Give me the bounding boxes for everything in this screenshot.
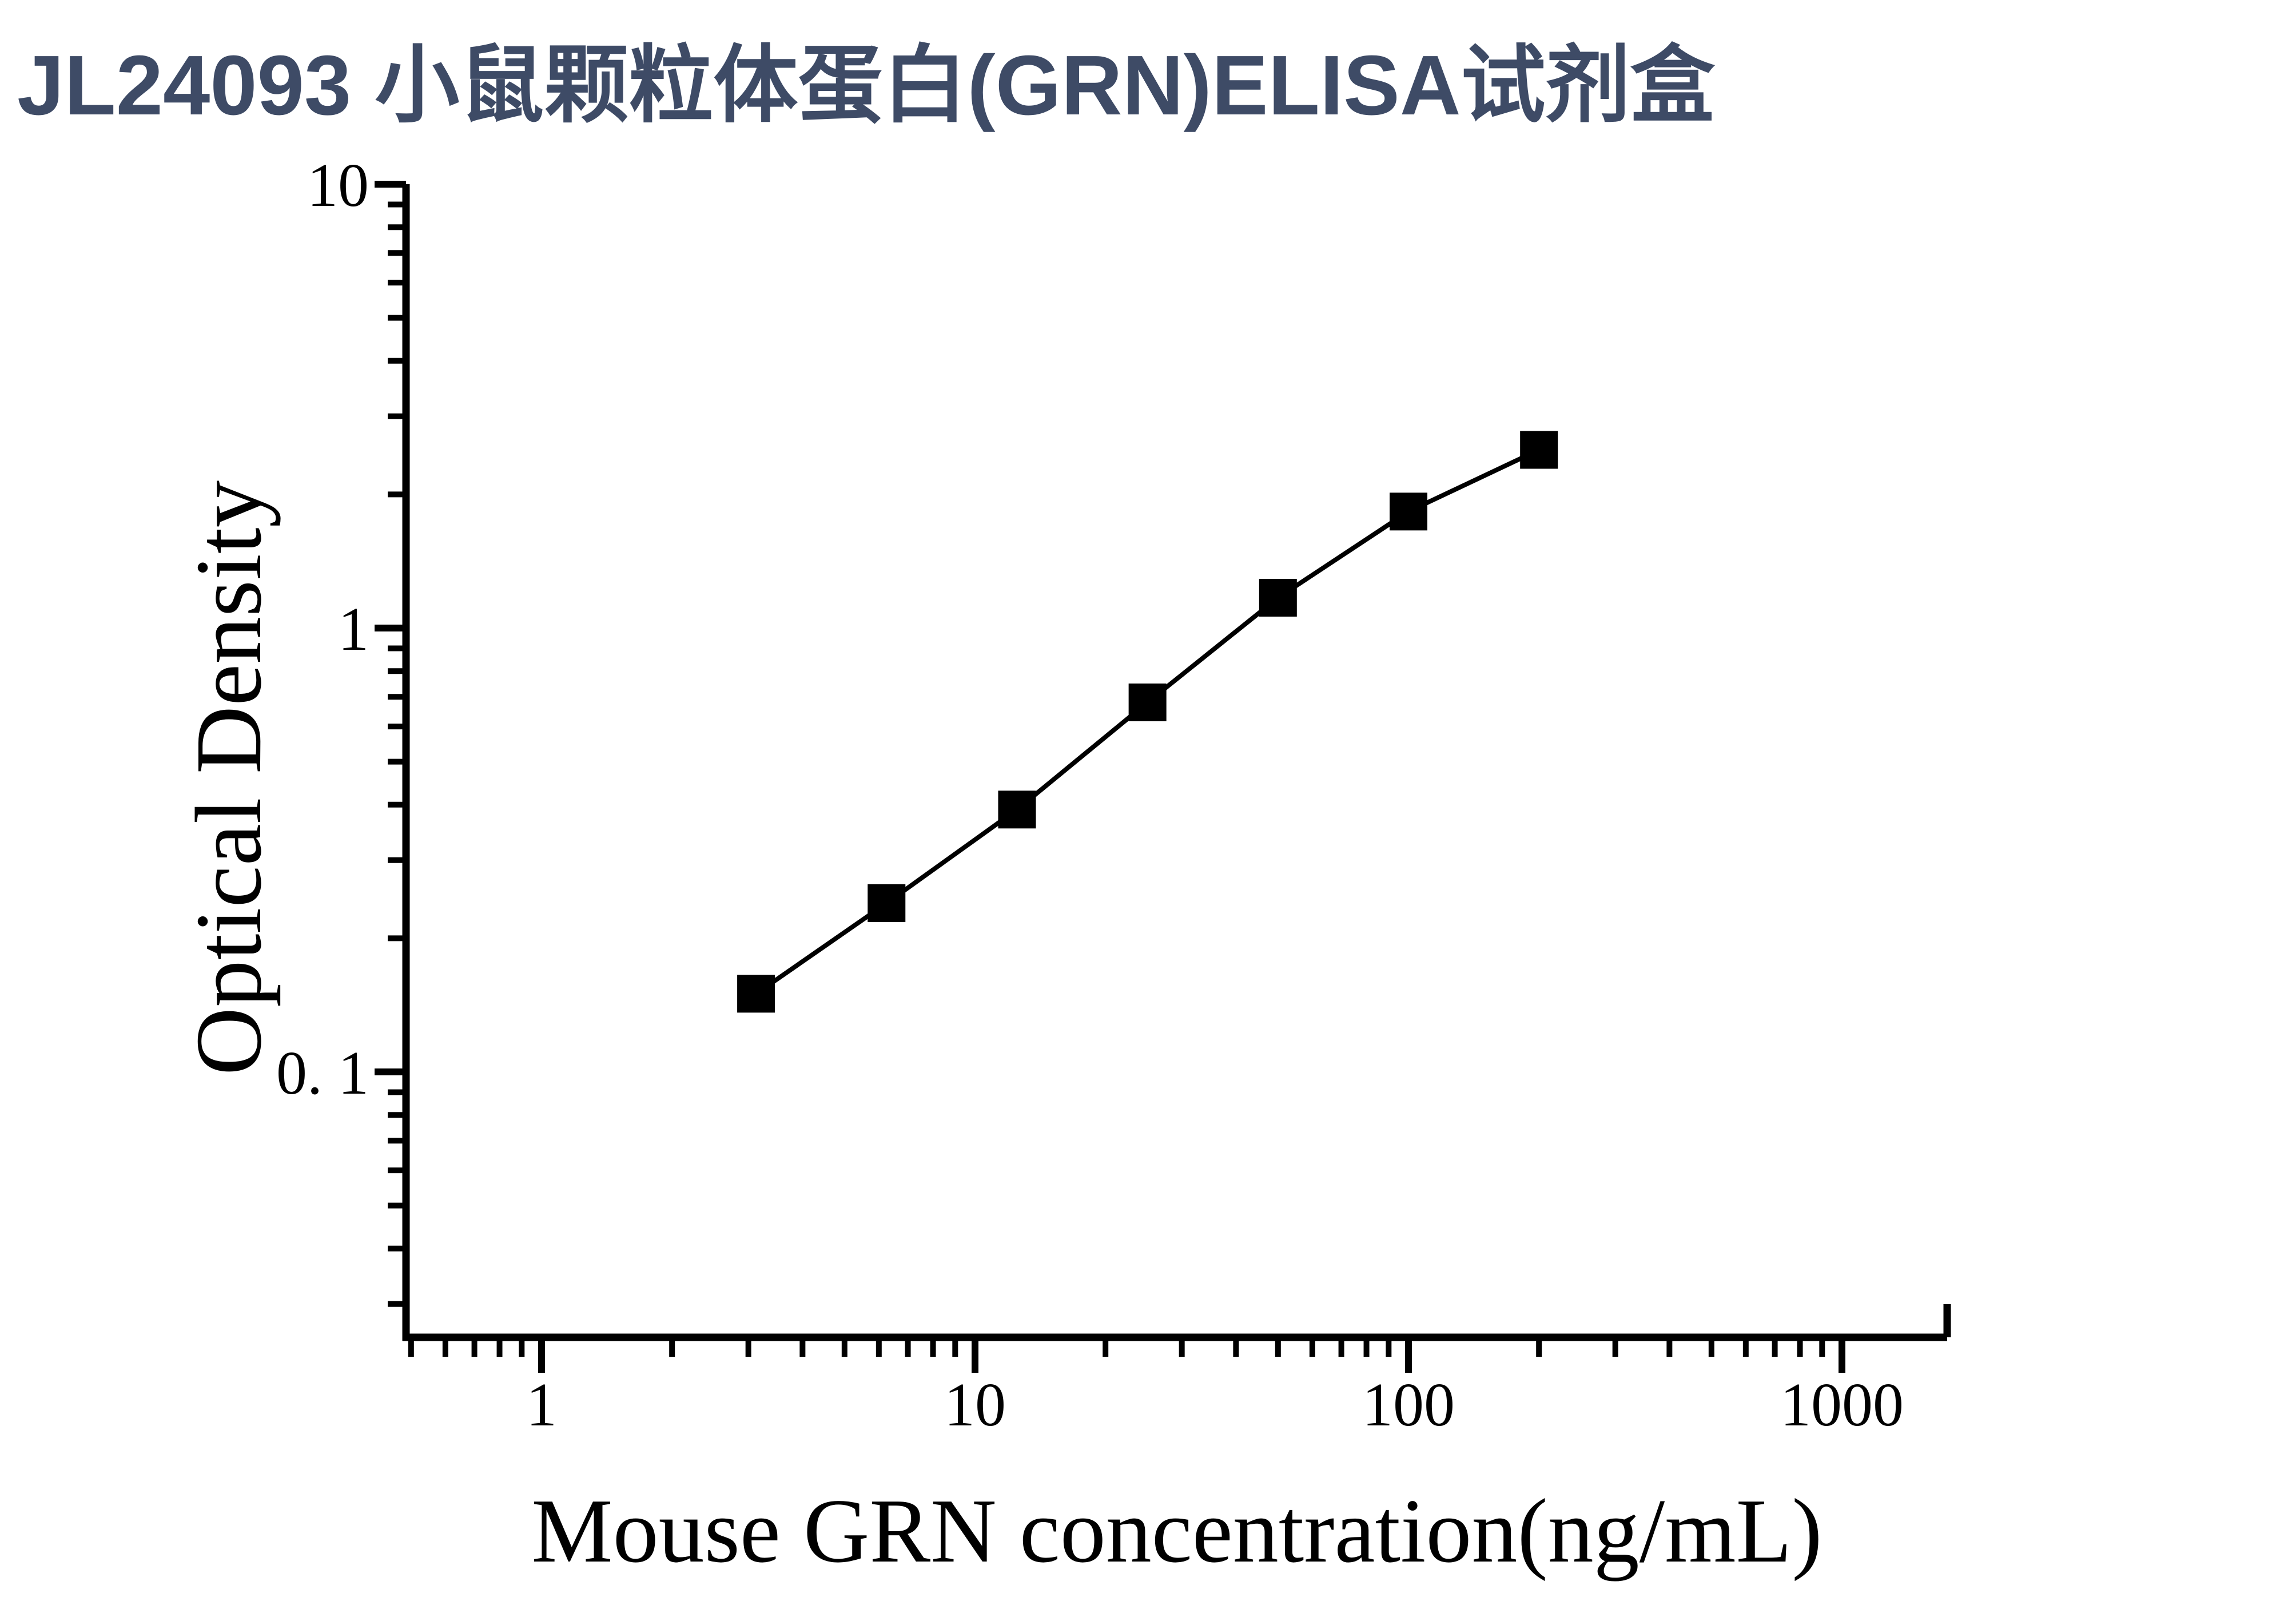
- data-point-marker: [868, 884, 906, 922]
- x-tick-label: 1000: [1780, 1371, 1904, 1439]
- x-axis-title: Mouse GRN concentration(ng/mL): [531, 1480, 1822, 1582]
- tick-labels: 1 10 100 1000 10 1 0. 1: [276, 152, 1904, 1439]
- x-tick-label: 100: [1362, 1371, 1455, 1439]
- y-tick-label: 10: [307, 152, 369, 220]
- series-marker-group: [737, 431, 1558, 1013]
- y-axis-title: Optical Density: [176, 480, 281, 1075]
- y-tick-label: 0. 1: [276, 1039, 369, 1107]
- data-point-marker: [1390, 492, 1427, 531]
- ticks: [375, 181, 1845, 1373]
- axes: [402, 184, 1951, 1341]
- x-tick-label: 10: [944, 1371, 1006, 1439]
- data-point-marker: [998, 790, 1036, 829]
- data-point-marker: [737, 975, 775, 1013]
- page-title: JL24093 小鼠颗粒体蛋白(GRN)ELISA试剂盒: [17, 38, 1716, 133]
- data-point-marker: [1128, 683, 1167, 721]
- x-tick-label: 1: [526, 1371, 557, 1439]
- data-point-marker: [1259, 579, 1297, 617]
- data-point-marker: [1520, 431, 1558, 469]
- y-tick-label: 1: [338, 595, 369, 664]
